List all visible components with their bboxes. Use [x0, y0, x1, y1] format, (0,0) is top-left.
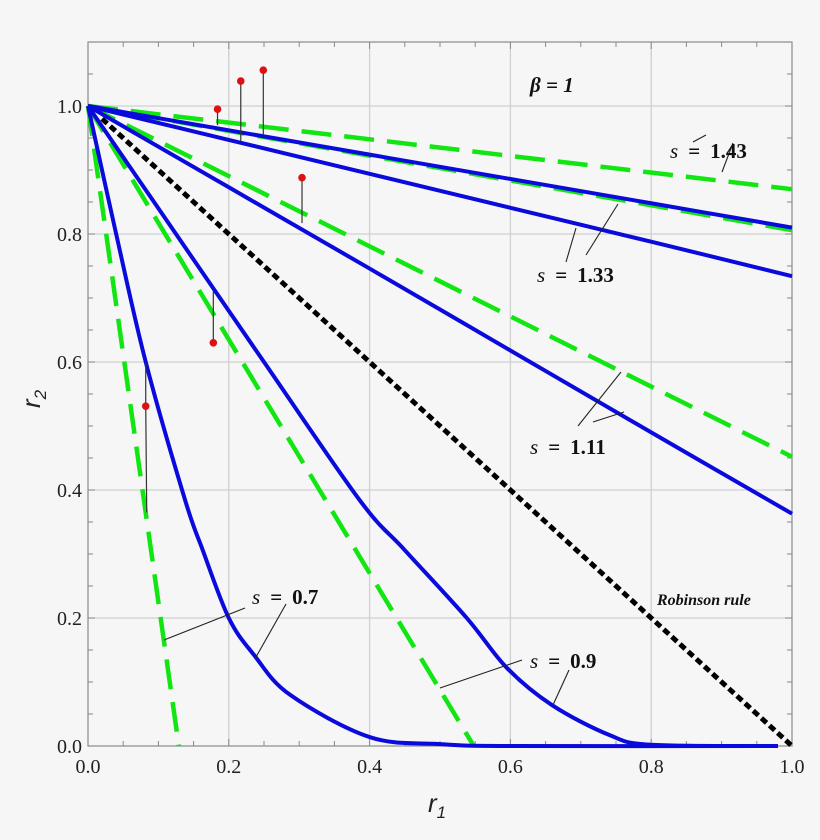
leader-line	[552, 669, 570, 706]
tick-labels: 0.0 0.2 0.4 0.6 0.8 1.0 0.0 0.2 0.4 0.6 0.8 1.0	[57, 96, 805, 778]
series-s-1-33-solid	[87, 104, 793, 279]
leader-line	[692, 134, 707, 143]
series-s-0-7-dashed	[85, 105, 182, 747]
y-axis-title: r2	[16, 389, 50, 408]
y-tick-label: 0.2	[57, 608, 82, 630]
y-tick-label: 1.0	[57, 96, 82, 118]
beta-text: β = 1	[529, 73, 574, 97]
leader-line	[439, 659, 523, 689]
data-series	[85, 103, 794, 749]
leader-line	[585, 203, 619, 256]
x-tick-label: 0.0	[76, 756, 101, 778]
series-s-1-43-solid	[87, 104, 793, 230]
y-tick-label: 0.8	[57, 224, 82, 246]
series-s-0-9-solid	[86, 104, 778, 748]
label-s-1-43: s = 1.43	[670, 139, 747, 163]
grid-lines	[88, 42, 792, 746]
label-robinson-rule: Robinson rule	[656, 592, 751, 609]
label-s-0-7: s = 0.7	[252, 585, 318, 609]
label-leader-lines	[163, 134, 734, 706]
marker-stem	[145, 406, 148, 513]
series-robinson-rule	[100, 116, 794, 748]
y-tick-label: 0.6	[57, 352, 82, 374]
series-s-1-43-dashed	[87, 103, 793, 192]
marker-dot	[236, 77, 245, 85]
marker-dot	[259, 66, 268, 74]
leader-line	[255, 603, 287, 658]
label-s-0-9: s = 0.9	[530, 649, 596, 673]
series-s-1-11-dashed	[86, 103, 794, 459]
y-tick-label: 0.0	[57, 736, 82, 758]
series-s-1-11-solid	[87, 104, 793, 516]
x-tick-label: 0.2	[216, 756, 241, 778]
x-tick-label: 0.6	[498, 756, 523, 778]
series-s-0-9-dashed	[86, 104, 476, 748]
leader-line	[592, 411, 625, 423]
y-tick-label: 0.4	[57, 480, 82, 502]
series-s-0-7-solid	[86, 105, 778, 749]
marker-dot	[213, 105, 222, 113]
x-axis-title: r1	[428, 788, 446, 822]
x-tick-label: 0.4	[357, 756, 382, 778]
x-tick-label: 1.0	[780, 756, 805, 778]
leader-line	[565, 227, 577, 263]
leader-line	[577, 371, 622, 427]
label-s-1-33: s = 1.33	[537, 263, 614, 287]
data-markers	[141, 66, 306, 513]
marker-dot	[141, 402, 150, 410]
leader-line	[163, 607, 246, 641]
leader-line	[721, 142, 734, 173]
label-s-1-11: s = 1.11	[530, 435, 606, 459]
beta-annotation: β = 1	[529, 73, 574, 97]
marker-dot	[209, 339, 218, 347]
marker-dot	[298, 173, 306, 182]
x-tick-label: 0.8	[639, 756, 664, 778]
